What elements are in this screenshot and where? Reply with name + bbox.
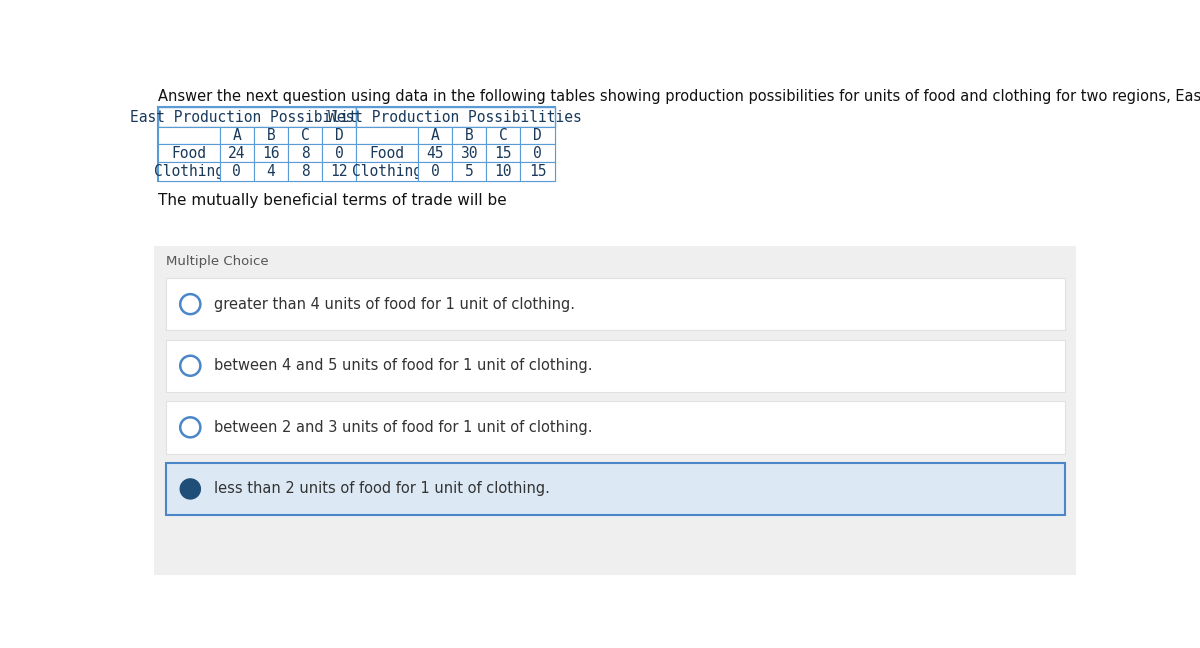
Text: 15: 15 [529,164,546,179]
Text: 24: 24 [228,146,246,161]
Bar [157,107,554,181]
Bar [157,127,220,144]
Bar [220,144,254,163]
Text: A: A [431,128,439,143]
Text: greater than 4 units of food for 1 unit of clothing.: greater than 4 units of food for 1 unit … [214,297,575,312]
Text: 10: 10 [494,164,512,179]
Text: D: D [533,128,542,143]
Text: C: C [499,128,508,143]
Bar [157,163,220,181]
Bar [452,163,486,181]
Text: Clothing: Clothing [154,164,223,179]
Bar [322,144,356,163]
Text: Clothing: Clothing [352,164,422,179]
Bar [254,163,288,181]
Text: 5: 5 [464,164,474,179]
Text: less than 2 units of food for 1 unit of clothing.: less than 2 units of food for 1 unit of … [214,481,550,496]
Bar [166,278,1064,330]
Text: 15: 15 [494,146,512,161]
Bar [486,127,521,144]
Text: West Production Possibilities: West Production Possibilities [329,110,582,124]
Text: 0: 0 [533,146,542,161]
Text: 0: 0 [431,164,439,179]
Text: B: B [266,128,275,143]
Text: 16: 16 [262,146,280,161]
Bar [418,163,452,181]
Text: Answer the next question using data in the following tables showing production p: Answer the next question using data in t… [157,89,1200,104]
Bar [486,163,521,181]
Text: East Production Possibilities: East Production Possibilities [130,110,384,124]
Text: 0: 0 [233,164,241,179]
Text: C: C [301,128,310,143]
Text: 12: 12 [330,164,348,179]
Bar [322,127,356,144]
Text: D: D [335,128,343,143]
Bar [486,144,521,163]
Bar [521,127,554,144]
Bar [157,107,356,127]
Circle shape [180,479,200,499]
Bar [356,127,418,144]
Bar [356,163,418,181]
Bar [166,463,1064,515]
Text: Food: Food [172,146,206,161]
Text: 45: 45 [426,146,444,161]
Text: between 2 and 3 units of food for 1 unit of clothing.: between 2 and 3 units of food for 1 unit… [214,420,592,435]
Bar [521,163,554,181]
Text: A: A [233,128,241,143]
Text: 8: 8 [301,164,310,179]
Bar [154,246,1076,575]
Text: B: B [464,128,474,143]
Bar [220,127,254,144]
Bar [521,144,554,163]
Bar [418,127,452,144]
Bar [166,340,1064,392]
Text: 0: 0 [335,146,343,161]
Bar [418,144,452,163]
Text: 8: 8 [301,146,310,161]
Bar [452,127,486,144]
Bar [166,401,1064,454]
Bar [322,163,356,181]
Bar [220,163,254,181]
Bar [356,144,418,163]
Bar [288,144,322,163]
Bar [288,127,322,144]
Bar [452,144,486,163]
Text: between 4 and 5 units of food for 1 unit of clothing.: between 4 and 5 units of food for 1 unit… [214,358,592,373]
Bar [254,127,288,144]
Text: 4: 4 [266,164,275,179]
Text: Food: Food [370,146,404,161]
Bar [254,144,288,163]
Text: 30: 30 [461,146,478,161]
Text: Multiple Choice: Multiple Choice [166,255,268,268]
Bar [288,163,322,181]
Bar [356,107,554,127]
Text: The mutually beneficial terms of trade will be: The mutually beneficial terms of trade w… [157,193,506,208]
Bar [157,144,220,163]
